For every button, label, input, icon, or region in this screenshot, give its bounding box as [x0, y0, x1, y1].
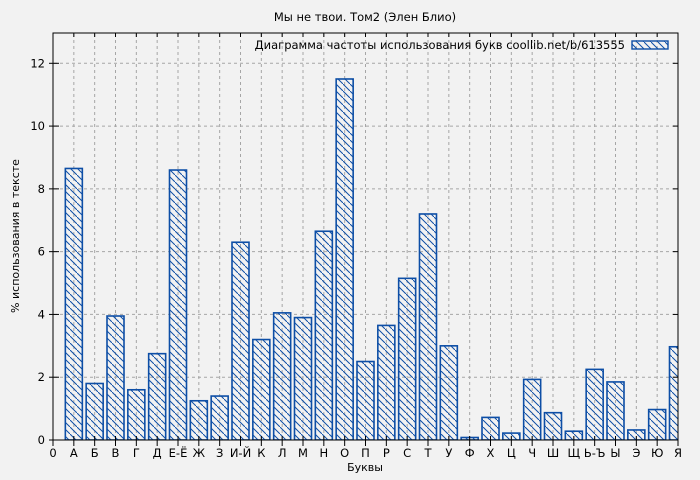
- bar-Т: [418, 213, 438, 440]
- bar-У: [439, 345, 459, 440]
- y-tick-label-2: 2: [38, 370, 45, 384]
- x-tick-label-И-Й: И-Й: [230, 445, 251, 460]
- y-tick-label-6: 6: [38, 245, 45, 259]
- x-tick-label-Я: Я: [674, 446, 682, 460]
- x-tick-label-Ь-Ъ: Ь-Ъ: [584, 446, 606, 460]
- x-tick-label-Т: Т: [423, 446, 432, 460]
- y-tick-label-12: 12: [30, 56, 45, 70]
- x-tick-label-Х: Х: [487, 446, 495, 460]
- bar-Л: [272, 312, 292, 440]
- x-tick-label-Ц: Ц: [507, 446, 516, 460]
- x-tick-label-В: В: [112, 446, 120, 460]
- bar-Ь-Ъ: [585, 368, 604, 440]
- x-tick-label-Ж: Ж: [193, 446, 206, 460]
- x-tick-label-0: 0: [49, 446, 56, 460]
- x-tick-label-З: З: [216, 446, 223, 460]
- x-tick-label-Д: Д: [153, 446, 162, 460]
- bar-К: [252, 338, 271, 440]
- bar-Г: [127, 388, 146, 440]
- x-tick-label-Р: Р: [383, 446, 390, 460]
- bar-Р: [377, 324, 396, 440]
- x-tick-label-П: П: [361, 446, 370, 460]
- bar-О: [335, 78, 354, 440]
- x-tick-label-Ф: Ф: [465, 446, 475, 460]
- x-tick-label-Н: Н: [320, 446, 329, 460]
- x-tick-label-Б: Б: [91, 446, 99, 460]
- bar-И-Й: [231, 241, 250, 440]
- bar-Х: [481, 416, 500, 440]
- y-tick-label-0: 0: [38, 433, 45, 447]
- x-tick-label-А: А: [70, 446, 78, 460]
- y-tick-labels: 0 2 4 6 8 10 12: [30, 56, 45, 447]
- bar-Ш: [543, 411, 563, 440]
- x-axis-label: Буквы: [347, 461, 383, 474]
- x-tick-label-Е-Ё: Е-Ё: [169, 445, 188, 460]
- bar-З: [210, 395, 229, 440]
- bar-М: [293, 316, 313, 440]
- x-tick-label-М: М: [298, 446, 308, 460]
- bar-Ч: [522, 378, 542, 440]
- y-tick-label-8: 8: [38, 182, 45, 196]
- x-tick-label-С: С: [403, 446, 411, 460]
- x-tick-label-У: У: [445, 446, 452, 460]
- bar-А: [64, 167, 84, 440]
- chart-title: Мы не твои. Том2 (Элен Блио): [274, 10, 456, 24]
- bar-Я: [668, 345, 678, 440]
- bar-Б: [85, 382, 104, 440]
- axis-ticks: [49, 33, 679, 446]
- bar-Н: [314, 230, 334, 440]
- bar-series: [64, 78, 678, 440]
- bar-Ж: [189, 399, 209, 440]
- x-tick-label-Г: Г: [133, 446, 140, 460]
- bar-Ю: [647, 408, 667, 440]
- legend-label: Диаграмма частоты использования букв coo…: [255, 38, 625, 52]
- x-tick-label-Л: Л: [278, 446, 287, 460]
- x-tick-label-Ю: Ю: [651, 446, 663, 460]
- x-tick-label-К: К: [257, 446, 265, 460]
- bar-Д: [147, 352, 167, 440]
- y-tick-label-4: 4: [38, 307, 45, 321]
- x-tick-label-Ч: Ч: [528, 446, 536, 460]
- x-tick-label-Щ: Щ: [568, 446, 581, 460]
- bar-В: [106, 315, 125, 440]
- bar-С: [397, 277, 417, 440]
- bar-Е-Ё: [168, 169, 188, 440]
- y-axis-label: % использования в тексте: [9, 159, 22, 313]
- bar-Э: [627, 429, 646, 440]
- x-tick-label-О: О: [340, 446, 349, 460]
- y-tick-label-10: 10: [30, 119, 45, 133]
- bar-Ы: [606, 381, 625, 440]
- x-tick-label-Ш: Ш: [547, 446, 559, 460]
- bar-П: [356, 360, 375, 440]
- x-tick-label-Э: Э: [632, 446, 640, 460]
- x-tick-label-Ы: Ы: [610, 446, 620, 460]
- x-tick-labels: 0 А Б В Г Д Е-Ё Ж З И-Й К Л М Н О П Р С Т У Ф Х Ц Ч Ш Щ Ь-Ъ Ы Э Ю Я: [49, 445, 682, 460]
- legend-swatch: [631, 40, 669, 50]
